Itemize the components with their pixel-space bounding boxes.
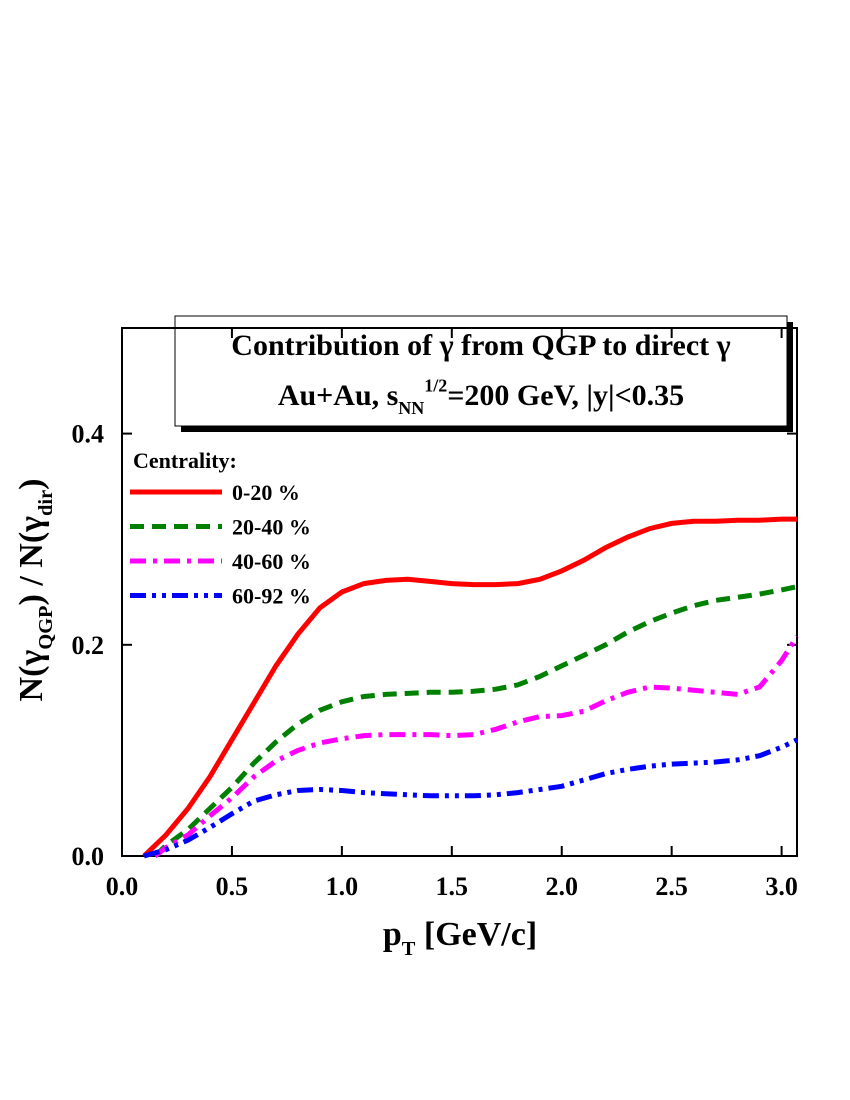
data-line [153, 584, 798, 858]
legend-label: 60-92 % [232, 584, 311, 609]
x-tick-label: 1.0 [326, 872, 359, 901]
text-part: ) / N(γ [13, 516, 50, 606]
x-tick-label: 2.5 [655, 872, 688, 901]
x-tick-label: 0.0 [106, 872, 139, 901]
legend-label: 20-40 % [232, 515, 311, 540]
title-box [174, 315, 788, 427]
y-tick-label: 0.0 [72, 842, 105, 871]
legend-label: 0-20 % [232, 480, 300, 505]
text-part: =200 GeV, |y|<0.35 [447, 379, 684, 412]
text-part: Au+Au, s [278, 379, 398, 412]
text-part: dir [35, 490, 57, 516]
y-tick-label: 0.2 [72, 631, 105, 660]
data-line [143, 737, 799, 859]
x-tick-label: 0.5 [216, 872, 249, 901]
legend-label: 40-60 % [232, 549, 311, 574]
x-axis-label: pT [GeV/c] [383, 916, 537, 960]
x-tick-label: 2.0 [545, 872, 578, 901]
text-part: T [402, 938, 416, 960]
text-part: QGP [35, 605, 57, 649]
y-axis-label: N(γQGP) / N(γdir) [13, 479, 57, 702]
text-part: 1/2 [424, 376, 447, 396]
data-line [153, 635, 800, 858]
x-tick-label: 1.5 [436, 872, 469, 901]
chart-title: Contribution of γ from QGP to direct γ [231, 329, 730, 362]
chart-subtitle: Au+Au, sNN1/2=200 GeV, |y|<0.35 [278, 376, 684, 419]
plot-frame [121, 327, 798, 857]
text-part: p [383, 916, 402, 953]
x-tick-label: 3.0 [765, 872, 798, 901]
text-part: ) [13, 479, 50, 490]
text-part: N(γ [13, 650, 50, 702]
text-part: NN [398, 398, 424, 418]
legend-title: Centrality: [133, 448, 237, 473]
data-line [142, 516, 797, 858]
y-tick-label: 0.4 [72, 420, 105, 449]
text-part: [GeV/c] [415, 916, 537, 953]
